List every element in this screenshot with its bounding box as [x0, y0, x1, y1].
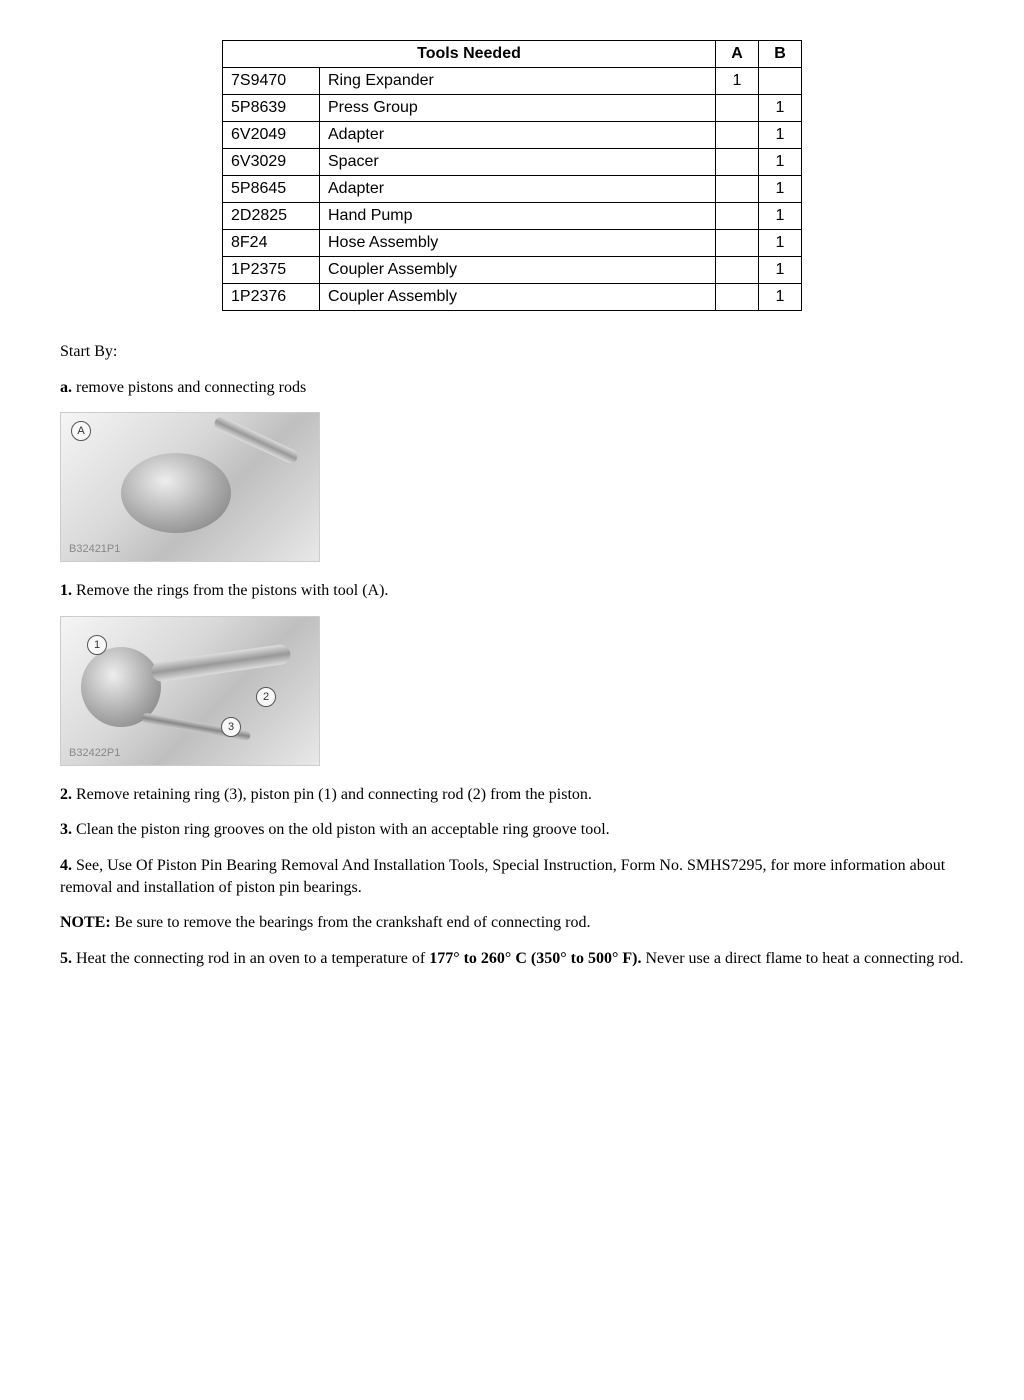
tools-header-title: Tools Needed	[223, 41, 716, 68]
step-3-text: Clean the piston ring grooves on the old…	[72, 821, 610, 838]
step-4-number: 4.	[60, 857, 72, 874]
step-5-text-2: Never use a direct flame to heat a conne…	[641, 950, 963, 967]
figure-1-callout-a: A	[71, 421, 91, 441]
figure-2-label: B32422P1	[69, 747, 120, 759]
step-4: 4. See, Use Of Piston Pin Bearing Remova…	[60, 855, 964, 898]
step-a: a. remove pistons and connecting rods	[60, 377, 964, 399]
step-3-number: 3.	[60, 821, 72, 838]
table-row: 6V3029Spacer1	[223, 149, 802, 176]
step-1-text: Remove the rings from the pistons with t…	[72, 582, 388, 599]
step-2: 2. Remove retaining ring (3), piston pin…	[60, 784, 964, 806]
step-5: 5. Heat the connecting rod in an oven to…	[60, 948, 964, 970]
step-5-text-1: Heat the connecting rod in an oven to a …	[72, 950, 429, 967]
table-row: 8F24Hose Assembly1	[223, 230, 802, 257]
table-row: 7S9470Ring Expander1	[223, 68, 802, 95]
tools-header-col-a: A	[716, 41, 759, 68]
table-row: 2D2825Hand Pump1	[223, 203, 802, 230]
step-4-text: See, Use Of Piston Pin Bearing Removal A…	[60, 857, 945, 896]
figure-2: 1 2 3 B32422P1	[60, 616, 320, 766]
figure-1: A B32421P1	[60, 412, 320, 562]
table-row: 1P2375Coupler Assembly1	[223, 257, 802, 284]
step-1: 1. Remove the rings from the pistons wit…	[60, 580, 964, 602]
note-text: Be sure to remove the bearings from the …	[111, 914, 591, 931]
step-2-text: Remove retaining ring (3), piston pin (1…	[72, 786, 592, 803]
figure-1-tool-shape	[212, 415, 299, 466]
figure-1-label: B32421P1	[69, 543, 120, 555]
table-row: 1P2376Coupler Assembly1	[223, 284, 802, 311]
tools-body: 7S9470Ring Expander1 5P8639Press Group1 …	[223, 68, 802, 311]
table-row: 5P8639Press Group1	[223, 95, 802, 122]
figure-2-callout-1: 1	[87, 635, 107, 655]
start-by-label: Start By:	[60, 341, 964, 363]
tools-needed-table: Tools Needed A B 7S9470Ring Expander1 5P…	[222, 40, 802, 311]
step-2-number: 2.	[60, 786, 72, 803]
step-a-text: remove pistons and connecting rods	[72, 379, 306, 396]
table-row: 6V2049Adapter1	[223, 122, 802, 149]
table-row: 5P8645Adapter1	[223, 176, 802, 203]
note: NOTE: Be sure to remove the bearings fro…	[60, 912, 964, 934]
figure-2-callout-2: 2	[256, 687, 276, 707]
figure-1-piston-shape	[121, 453, 231, 533]
figure-2-rod-shape	[150, 643, 291, 682]
step-1-number: 1.	[60, 582, 72, 599]
step-a-number: a.	[60, 379, 72, 396]
step-5-temperature: 177° to 260° C (350° to 500° F).	[429, 950, 641, 967]
note-label: NOTE:	[60, 914, 111, 931]
figure-2-callout-3: 3	[221, 717, 241, 737]
tools-header-col-b: B	[759, 41, 802, 68]
step-3: 3. Clean the piston ring grooves on the …	[60, 819, 964, 841]
step-5-number: 5.	[60, 950, 72, 967]
